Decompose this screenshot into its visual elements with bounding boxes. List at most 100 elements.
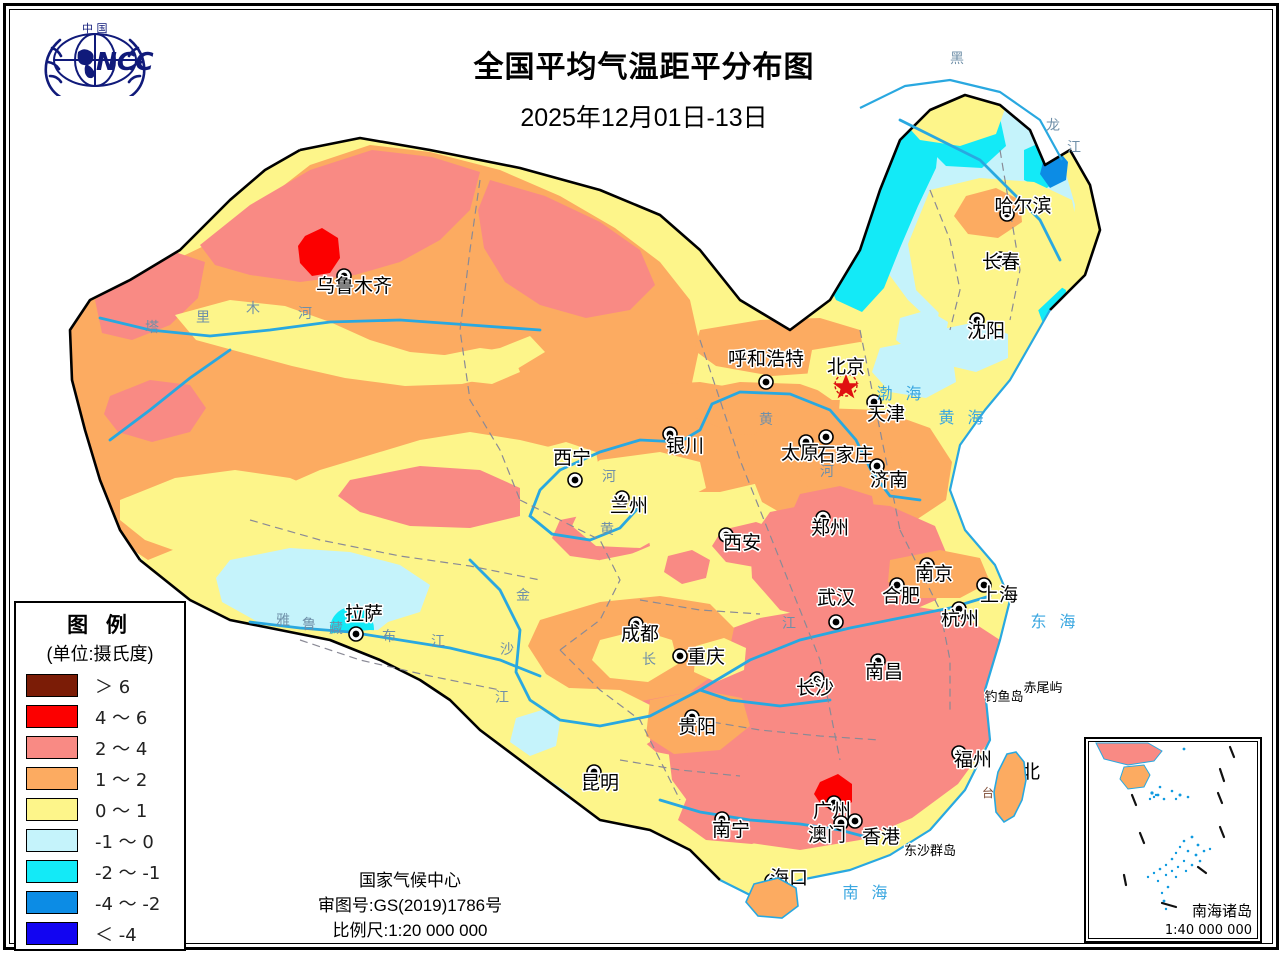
island-label-赤尾屿: 赤尾屿 bbox=[1023, 681, 1062, 696]
legend-row: ＞ 6 bbox=[16, 670, 184, 701]
city-marker-呼和浩特 bbox=[758, 374, 774, 390]
legend-rows: ＞ 6 4 ～ 6 2 ～ 4 1 ～ 2 0 ～ 1 -1 ～ 0 -2 ～ -1 -4 ～… bbox=[16, 670, 184, 949]
south-china-sea-inset: 南 海 南海诸岛 1:40 000 000 bbox=[1084, 737, 1262, 943]
city-marker-成都 bbox=[628, 616, 644, 632]
city-label-太原: 太原 bbox=[781, 442, 819, 464]
legend-label: 2 ～ 4 bbox=[95, 738, 148, 760]
river-label: 藏 bbox=[329, 621, 343, 637]
city-marker-哈尔滨 bbox=[999, 206, 1015, 222]
legend-label: -1 ～ 0 bbox=[95, 831, 154, 853]
city-marker-合肥 bbox=[889, 577, 905, 593]
legend-label: 0 ～ 1 bbox=[95, 800, 148, 822]
inset-title: 南海诸岛 bbox=[1191, 903, 1252, 920]
city-label-银川: 银川 bbox=[666, 435, 704, 457]
city-marker-南京 bbox=[919, 557, 935, 573]
city-label-南宁: 南宁 bbox=[712, 819, 750, 841]
city-label-天津: 天津 bbox=[867, 403, 905, 425]
province-boundaries bbox=[249, 149, 1021, 801]
legend-swatch bbox=[26, 891, 78, 914]
city-label-重庆: 重庆 bbox=[687, 646, 725, 668]
page-subtitle: 2025年12月01日-13日 bbox=[520, 104, 768, 132]
city-label-南昌: 南昌 bbox=[865, 661, 903, 683]
river-label: 江 bbox=[782, 616, 796, 632]
sea-label-layer: 渤 海黄 海东 海南 海 bbox=[842, 384, 1075, 902]
city-label-郑州: 郑州 bbox=[811, 517, 849, 539]
city-label-澳门: 澳门 bbox=[808, 824, 846, 846]
legend-panel: 图 例 (单位:摄氏度) ＞ 6 4 ～ 6 2 ～ 4 1 ～ 2 0 ～ 1 -1 ～… bbox=[14, 601, 186, 951]
legend-row: ＜ -4 bbox=[16, 918, 184, 949]
sea-label-黄海: 黄 海 bbox=[938, 408, 987, 427]
city-marker-南宁 bbox=[714, 811, 730, 827]
coastline bbox=[719, 78, 1063, 902]
legend-row: 4 ～ 6 bbox=[16, 701, 184, 732]
city-label-合肥: 合肥 bbox=[882, 585, 920, 607]
river-label: 黑 bbox=[950, 51, 964, 67]
river-label: 里 bbox=[196, 310, 210, 326]
legend-label: ＜ -4 bbox=[95, 924, 137, 946]
city-marker-香港 bbox=[847, 813, 863, 829]
city-label-长春: 长春 bbox=[982, 251, 1020, 273]
legend-row: -1 ～ 0 bbox=[16, 825, 184, 856]
taiwan-island bbox=[993, 751, 1027, 824]
legend-swatch bbox=[26, 705, 78, 728]
river-label: 河 bbox=[602, 469, 616, 485]
river-label: 金 bbox=[516, 588, 530, 604]
city-label-杭州: 杭州 bbox=[941, 608, 979, 630]
inset-border bbox=[1088, 741, 1258, 939]
legend-swatch bbox=[26, 767, 78, 790]
national-boundary bbox=[68, 93, 1102, 881]
city-marker-长沙 bbox=[809, 671, 825, 687]
sea-label-渤海: 渤 海 bbox=[876, 384, 925, 403]
legend-label: 4 ～ 6 bbox=[95, 707, 148, 729]
city-label-长沙: 长沙 bbox=[796, 677, 834, 699]
legend-row: 0 ～ 1 bbox=[16, 794, 184, 825]
city-marker-天津 bbox=[866, 394, 882, 410]
city-marker-长春 bbox=[992, 251, 1008, 267]
footer-scale: 比例尺:1:20 000 000 bbox=[332, 921, 488, 940]
river-label: 江 bbox=[431, 634, 445, 650]
river-label: 黄 bbox=[600, 521, 614, 538]
map-border-inner bbox=[9, 9, 1273, 944]
legend-row: -4 ～ -2 bbox=[16, 887, 184, 918]
city-label-兰州: 兰州 bbox=[610, 495, 648, 517]
city-marker-石家庄 bbox=[818, 429, 834, 445]
city-label-乌鲁木齐: 乌鲁木齐 bbox=[316, 275, 392, 297]
island-label-钓鱼岛: 钓鱼岛 bbox=[984, 689, 1023, 705]
footer-block: 国家气候中心 审图号:GS(2019)1786号 比例尺:1:20 000 00… bbox=[235, 868, 585, 943]
city-marker-乌鲁木齐 bbox=[336, 268, 352, 284]
capital-marker-beijing bbox=[833, 373, 859, 399]
city-marker-武汉 bbox=[828, 614, 844, 630]
river-label: 河 bbox=[298, 306, 312, 322]
legend-swatch bbox=[26, 736, 78, 759]
city-marker-郑州 bbox=[815, 510, 831, 526]
city-label-石家庄: 石家庄 bbox=[816, 444, 873, 466]
legend-swatch bbox=[26, 674, 78, 697]
city-marker-沈阳 bbox=[969, 312, 985, 328]
river-label: 黄 bbox=[759, 411, 773, 428]
river-label: 江 bbox=[1067, 140, 1081, 156]
city-label-昆明: 昆明 bbox=[581, 772, 619, 794]
city-marker-昆明 bbox=[586, 764, 602, 780]
city-label-拉萨: 拉萨 bbox=[345, 603, 383, 625]
footer-approval: 审图号:GS(2019)1786号 bbox=[317, 896, 503, 915]
river-label: 江 bbox=[495, 690, 509, 706]
logo-text-cn: 中 国 bbox=[82, 22, 108, 35]
city-label-香港: 香港 bbox=[862, 826, 900, 848]
city-label-哈尔滨: 哈尔滨 bbox=[994, 195, 1051, 217]
legend-swatch bbox=[26, 922, 78, 945]
legend-swatch bbox=[26, 829, 78, 852]
city-marker-银川 bbox=[662, 426, 678, 442]
river-label: 雅 bbox=[276, 613, 290, 629]
city-marker-拉萨 bbox=[348, 626, 364, 642]
map-border-outer bbox=[3, 3, 1279, 950]
city-label-成都: 成都 bbox=[621, 623, 659, 645]
footer-org: 国家气候中心 bbox=[359, 871, 461, 890]
city-label-贵阳: 贵阳 bbox=[678, 716, 716, 738]
city-label-beijing: 北京 bbox=[827, 356, 865, 378]
legend-row: 2 ～ 4 bbox=[16, 732, 184, 763]
city-marker-重庆 bbox=[672, 648, 688, 664]
city-marker-西宁 bbox=[567, 472, 583, 488]
city-label-西安: 西安 bbox=[723, 532, 761, 554]
